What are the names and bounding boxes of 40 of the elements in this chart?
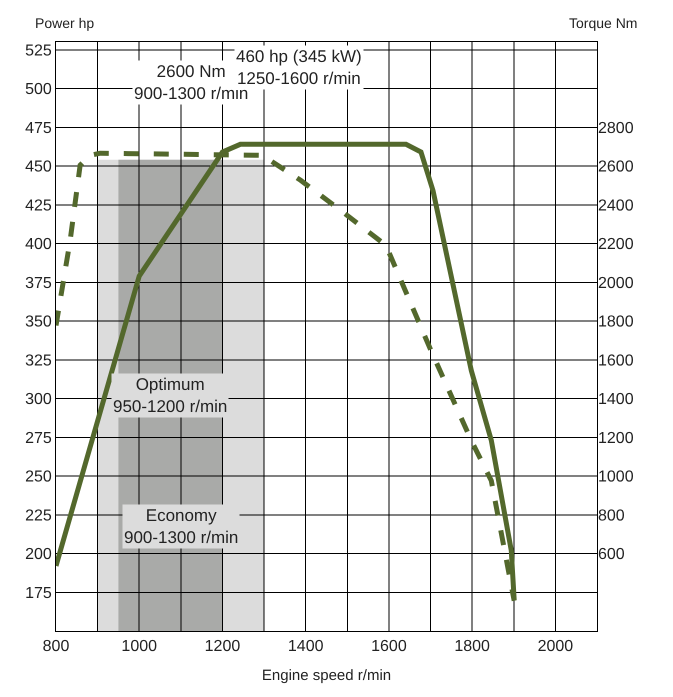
y-tick-label: 400 xyxy=(25,236,52,254)
y2-tick-label: 2600 xyxy=(598,158,634,176)
y-axis-title: Power hp xyxy=(35,15,94,31)
y2-tick-label: 1800 xyxy=(598,314,634,331)
y-tick-label: 325 xyxy=(25,352,52,370)
y-tick-label: 225 xyxy=(25,507,52,524)
x-axis-title: Engine speed r/min xyxy=(262,667,392,684)
y-tick-label: 450 xyxy=(25,158,52,176)
y-tick-label: 475 xyxy=(25,120,52,137)
y-tick-label: 500 xyxy=(25,81,52,98)
band-label: Optimum 950-1200 r/min xyxy=(113,375,228,416)
y-tick-label: 375 xyxy=(25,274,52,292)
x-tick-label: 800 xyxy=(42,638,70,656)
y-tick-label: 350 xyxy=(25,314,52,331)
y2-tick-label: 2000 xyxy=(598,274,634,292)
y-tick-label: 175 xyxy=(25,584,52,602)
y-tick-label: 425 xyxy=(25,197,52,214)
x-tick-label: 1800 xyxy=(454,638,490,656)
y2-tick-label: 600 xyxy=(598,546,625,564)
x-tick-label: 1600 xyxy=(371,638,407,656)
y2-tick-label: 1000 xyxy=(598,468,634,486)
y-tick-label: 300 xyxy=(25,391,52,408)
annotation: 460 hp (345 kW) 1250-1600 r/min xyxy=(236,47,362,88)
y2-tick-label: 1200 xyxy=(598,430,634,447)
y2-axis-title: Torque Nm xyxy=(569,15,638,31)
y2-tick-label: 1600 xyxy=(598,352,634,370)
x-tick-label: 2000 xyxy=(538,638,574,656)
band-label: Economy 900-1300 r/min xyxy=(124,506,238,548)
y2-tick-label: 2400 xyxy=(598,197,634,214)
y-tick-label: 275 xyxy=(25,430,52,447)
y2-tick-label: 800 xyxy=(598,507,625,524)
y-tick-label: 250 xyxy=(25,468,52,486)
x-tick-label: 1000 xyxy=(121,638,158,656)
x-tick-label: 1400 xyxy=(288,638,324,656)
y2-tick-label: 2800 xyxy=(598,120,634,137)
x-tick-label: 1200 xyxy=(204,638,240,656)
y-tick-label: 525 xyxy=(25,42,52,60)
y-tick-label: 200 xyxy=(25,546,52,564)
y2-tick-label: 2200 xyxy=(598,236,634,254)
y2-tick-label: 1400 xyxy=(598,391,634,408)
